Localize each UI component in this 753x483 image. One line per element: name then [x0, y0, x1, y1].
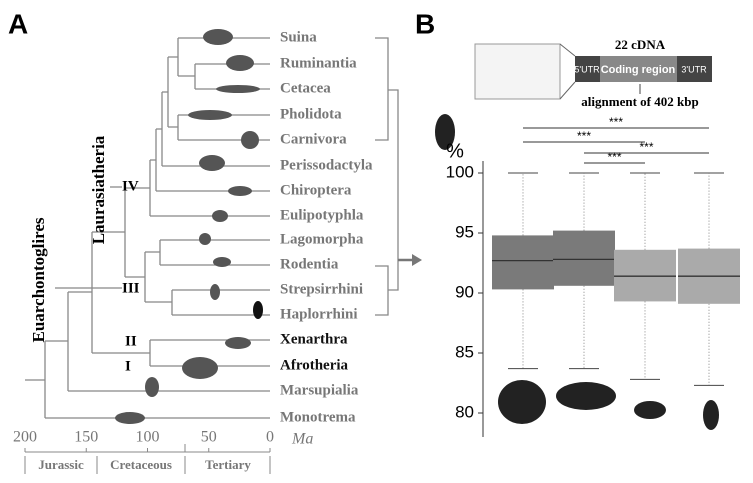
- time-tick-label: 200: [13, 429, 37, 446]
- time-tick-label: 100: [136, 429, 160, 446]
- panel-label: A: [8, 8, 28, 39]
- animal-icons: [115, 29, 719, 430]
- y-tick-label: 95: [455, 222, 474, 241]
- segment-label: 3'UTR: [681, 64, 707, 74]
- taxon-label: Suina: [280, 29, 317, 45]
- node-label: IV: [122, 178, 139, 194]
- taxon-label: Eulipotyphla: [280, 207, 364, 223]
- inset-caption: alignment of 402 kbp: [581, 94, 698, 109]
- y-tick-label: 85: [455, 342, 474, 361]
- taxon-label: Xenarthra: [280, 331, 348, 347]
- segment-label: 5'UTR: [574, 64, 600, 74]
- taxon-label: Monotrema: [280, 409, 356, 425]
- tissue-image: [474, 43, 561, 100]
- taxon-label: Pholidota: [280, 106, 342, 122]
- period-label: Tertiary: [205, 457, 251, 472]
- taxon-label: Cetacea: [280, 80, 331, 96]
- taxon-label: Haplorrhini: [280, 306, 358, 322]
- taxon-label: Marsupialia: [280, 382, 359, 398]
- y-tick-label: 100: [446, 162, 474, 181]
- arrow-head: [412, 254, 422, 266]
- taxon-label: Rodentia: [280, 256, 339, 272]
- period-label: Cretaceous: [110, 457, 172, 472]
- clade-label: Euarchontoglires: [29, 217, 48, 342]
- coding-region: [600, 56, 677, 82]
- node-label: II: [125, 333, 137, 349]
- box: [492, 235, 554, 290]
- zoom-lines: [559, 43, 576, 100]
- taxon-label: Strepsirrhini: [280, 281, 363, 297]
- significance-label: ***: [577, 129, 591, 143]
- axis-unit: Ma: [291, 431, 313, 448]
- segment-label: Coding region: [601, 64, 676, 76]
- taxon-label: Lagomorpha: [280, 231, 364, 247]
- y-axis-label: %: [446, 140, 464, 162]
- time-tick-label: 50: [201, 429, 217, 446]
- box: [553, 230, 615, 286]
- taxon-label: Carnivora: [280, 131, 347, 147]
- significance-label: ***: [609, 115, 623, 129]
- taxon-label: Afrotheria: [280, 357, 349, 373]
- taxon-label: Perissodactyla: [280, 157, 373, 173]
- panel-label: B: [415, 8, 435, 39]
- period-label: Jurassic: [38, 457, 84, 472]
- taxon-label: Ruminantia: [280, 55, 357, 71]
- significance-label: ***: [639, 140, 653, 154]
- y-tick-label: 90: [455, 282, 474, 301]
- time-tick-label: 0: [266, 429, 274, 446]
- tree-branches: [25, 37, 412, 419]
- y-tick-label: 80: [455, 402, 474, 421]
- node-label: I: [125, 358, 131, 374]
- time-tick-label: 150: [74, 429, 98, 446]
- clade-label: Laurasiatheria: [89, 135, 108, 244]
- node-label: III: [122, 280, 140, 296]
- taxon-label: Chiroptera: [280, 182, 352, 198]
- inset-title: 22 cDNA: [615, 37, 666, 52]
- period-dividers: [24, 444, 271, 474]
- significance-label: ***: [607, 150, 621, 164]
